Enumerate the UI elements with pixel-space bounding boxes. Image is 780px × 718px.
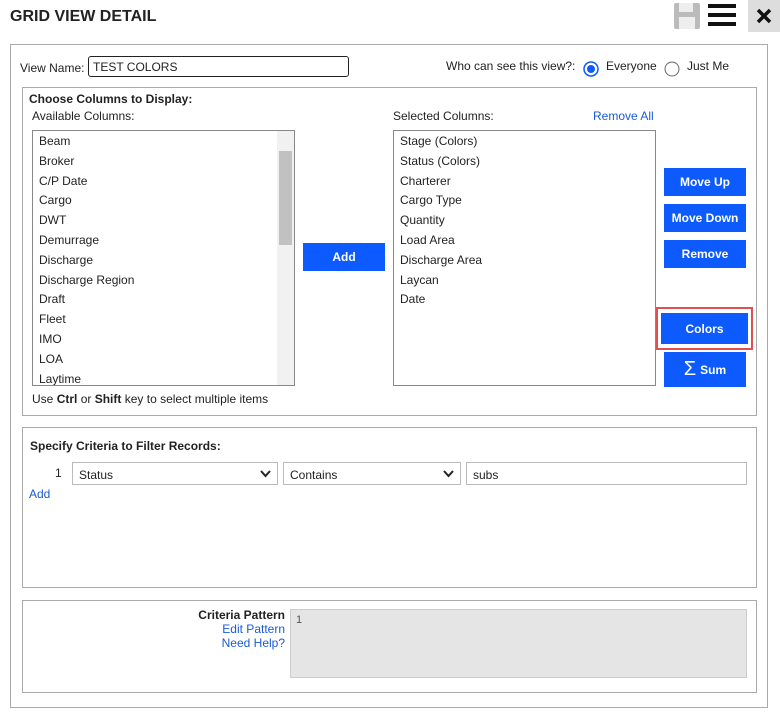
list-item[interactable]: DWT: [39, 213, 67, 228]
list-item[interactable]: Cargo Type: [400, 193, 462, 208]
available-list[interactable]: Beam Broker C/P Date Cargo DWT Demurrage Disch…: [32, 130, 295, 386]
list-item[interactable]: Discharge Area: [400, 252, 483, 267]
hint-text: key to select multiple items: [124, 392, 269, 406]
list-item[interactable]: Discharge: [39, 252, 94, 267]
add-criteria-link[interactable]: Add: [29, 487, 51, 501]
dialog: [10, 44, 768, 708]
list-item[interactable]: Draft: [39, 292, 66, 307]
hint-key: Shift: [94, 392, 122, 406]
list-item[interactable]: Broker: [39, 153, 75, 168]
sum-label: Sum: [700, 362, 727, 377]
list-item[interactable]: Discharge Region: [39, 272, 135, 287]
field-select[interactable]: Status: [72, 462, 278, 485]
pattern-textarea[interactable]: 1: [290, 609, 747, 678]
columns-panel: [22, 87, 757, 416]
radio-label: Everyone: [606, 59, 657, 73]
operator-select[interactable]: Contains: [283, 462, 461, 485]
move-down-button[interactable]: Move Down: [664, 204, 746, 232]
title: GRID VIEW DETAIL: [10, 8, 157, 25]
pattern-label: Criteria Pattern: [198, 608, 285, 622]
section-title: Specify Criteria to Filter Records:: [30, 439, 221, 453]
highlight: [656, 307, 753, 350]
move-up-button[interactable]: Move Up: [664, 168, 746, 196]
help-link[interactable]: Need Help?: [221, 636, 285, 650]
list-item[interactable]: Laytime: [39, 371, 82, 386]
pattern-panel: [22, 600, 757, 693]
radio-just-me[interactable]: [664, 61, 680, 77]
row-index: 1: [55, 466, 62, 480]
select-value: Contains: [290, 468, 338, 482]
toolbar-icons: [674, 0, 780, 32]
list-item[interactable]: Laycan: [400, 272, 439, 287]
list-item[interactable]: C/P Date: [39, 173, 88, 188]
list-item[interactable]: Beam: [39, 134, 71, 148]
list-item[interactable]: Fleet: [39, 312, 66, 327]
criteria-panel: [22, 427, 757, 588]
list-item[interactable]: Charterer: [400, 173, 451, 188]
menu-icon[interactable]: [708, 4, 736, 26]
section-title: Choose Columns to Display:: [29, 92, 193, 106]
view-name-label: View Name:: [20, 61, 85, 75]
colors-button[interactable]: Colors: [661, 313, 748, 344]
remove-all-link[interactable]: Remove All: [593, 109, 654, 123]
list-item[interactable]: IMO: [39, 332, 62, 346]
sum-icon: Σ: [683, 358, 697, 380]
list-item[interactable]: Quantity: [400, 213, 445, 228]
list-item[interactable]: Status (Colors): [400, 153, 481, 168]
list-item[interactable]: Stage (Colors): [400, 134, 478, 148]
radio-everyone[interactable]: [583, 61, 599, 77]
list-item[interactable]: Date: [400, 292, 426, 307]
value-input[interactable]: subs: [466, 462, 747, 485]
sum-button[interactable]: Σ Sum: [664, 352, 746, 387]
list-item[interactable]: Cargo: [39, 193, 72, 208]
selected-list[interactable]: Stage (Colors) Status (Colors) Charterer Ca…: [393, 130, 656, 386]
list-item[interactable]: Demurrage: [39, 233, 100, 247]
hint-text: or: [80, 392, 92, 406]
view-name-input[interactable]: TEST COLORS: [88, 56, 349, 77]
visibility-label: Who can see this view?:: [446, 59, 576, 73]
add-button[interactable]: Add: [303, 243, 385, 271]
select-value: Status: [79, 468, 114, 482]
available-label: Available Columns:: [32, 109, 135, 123]
scrollbar[interactable]: [277, 131, 294, 385]
hint-key: Ctrl: [56, 392, 78, 406]
list-item[interactable]: LOA: [39, 351, 64, 366]
hint-text: Use: [32, 392, 54, 406]
edit-pattern-link[interactable]: Edit Pattern: [222, 622, 285, 636]
radio-label: Just Me: [687, 59, 730, 73]
hint: Use Ctrl or Shift key to select multiple…: [32, 392, 268, 406]
remove-button[interactable]: Remove: [664, 240, 746, 268]
list-item[interactable]: Load Area: [400, 233, 455, 247]
save-icon[interactable]: [674, 3, 700, 29]
selected-label: Selected Columns:: [393, 109, 494, 123]
